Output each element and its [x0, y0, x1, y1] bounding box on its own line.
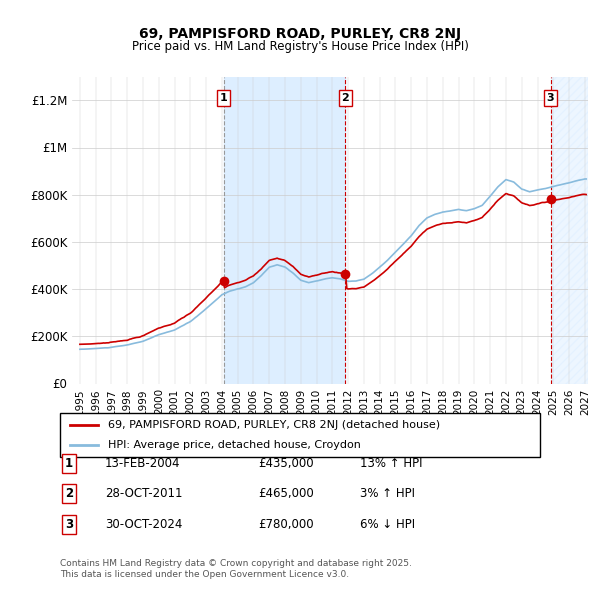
Text: 6% ↓ HPI: 6% ↓ HPI	[360, 518, 415, 531]
Text: 69, PAMPISFORD ROAD, PURLEY, CR8 2NJ (detached house): 69, PAMPISFORD ROAD, PURLEY, CR8 2NJ (de…	[108, 421, 440, 430]
Text: 2: 2	[65, 487, 73, 500]
Text: £465,000: £465,000	[258, 487, 314, 500]
Text: 2: 2	[341, 93, 349, 103]
Text: Contains HM Land Registry data © Crown copyright and database right 2025.
This d: Contains HM Land Registry data © Crown c…	[60, 559, 412, 579]
Text: 69, PAMPISFORD ROAD, PURLEY, CR8 2NJ: 69, PAMPISFORD ROAD, PURLEY, CR8 2NJ	[139, 27, 461, 41]
Text: HPI: Average price, detached house, Croydon: HPI: Average price, detached house, Croy…	[108, 440, 361, 450]
Text: 30-OCT-2024: 30-OCT-2024	[105, 518, 182, 531]
Text: 1: 1	[65, 457, 73, 470]
Text: £435,000: £435,000	[258, 457, 314, 470]
Text: 28-OCT-2011: 28-OCT-2011	[105, 487, 182, 500]
Bar	[224, 77, 346, 384]
Text: 3: 3	[547, 93, 554, 103]
Text: £780,000: £780,000	[258, 518, 314, 531]
Bar	[551, 77, 588, 384]
Text: Price paid vs. HM Land Registry's House Price Index (HPI): Price paid vs. HM Land Registry's House …	[131, 40, 469, 53]
Text: 3% ↑ HPI: 3% ↑ HPI	[360, 487, 415, 500]
Text: 13-FEB-2004: 13-FEB-2004	[105, 457, 181, 470]
Text: 1: 1	[220, 93, 227, 103]
Text: 3: 3	[65, 518, 73, 531]
Text: 13% ↑ HPI: 13% ↑ HPI	[360, 457, 422, 470]
